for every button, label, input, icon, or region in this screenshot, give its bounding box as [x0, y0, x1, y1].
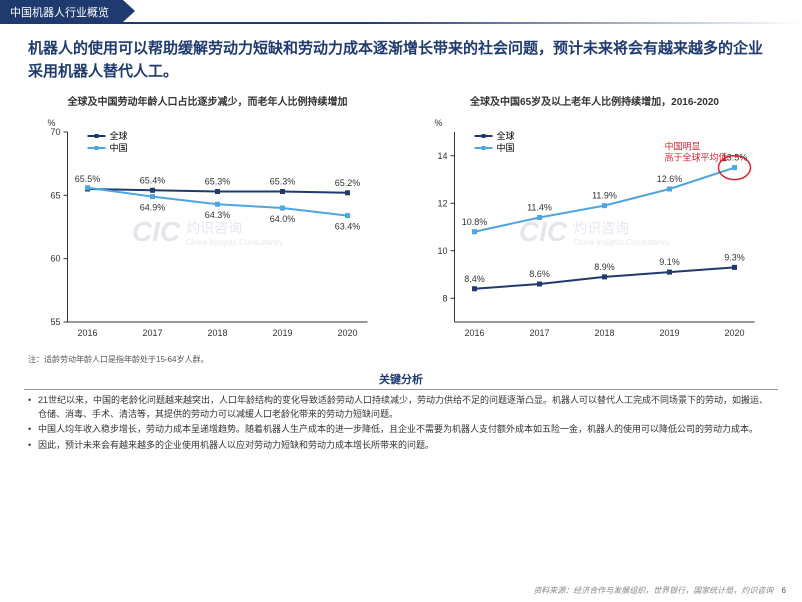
- svg-text:9.3%: 9.3%: [724, 252, 745, 262]
- svg-text:高于全球平均值: 高于全球平均值: [665, 152, 728, 163]
- svg-text:%: %: [435, 118, 443, 128]
- svg-text:8.9%: 8.9%: [594, 262, 615, 272]
- chart2-title: 全球及中国65岁及以上老年人比例持续增加，2016-2020: [411, 93, 778, 108]
- chart1-title: 全球及中国劳动年龄人口占比逐步减少，而老年人比例持续增加: [24, 93, 391, 108]
- chart1-note: 注：适龄劳动年龄人口是指年龄处于15-64岁人群。: [0, 354, 802, 365]
- chart-left: 全球及中国劳动年龄人口占比逐步减少，而老年人比例持续增加 CIC 灼识咨询 Ch…: [24, 93, 391, 352]
- svg-text:%: %: [48, 118, 56, 128]
- svg-text:2019: 2019: [272, 328, 292, 338]
- svg-text:8.4%: 8.4%: [464, 274, 485, 284]
- svg-text:65.5%: 65.5%: [75, 174, 101, 184]
- svg-text:65.3%: 65.3%: [270, 177, 296, 187]
- svg-text:2018: 2018: [594, 328, 614, 338]
- svg-text:全球: 全球: [110, 130, 128, 141]
- svg-text:55: 55: [50, 317, 60, 327]
- header-tab: 中国机器人行业概览: [0, 0, 123, 24]
- svg-text:65.4%: 65.4%: [140, 175, 166, 185]
- svg-text:2018: 2018: [207, 328, 227, 338]
- svg-text:2019: 2019: [659, 328, 679, 338]
- page-title: 机器人的使用可以帮助缓解劳动力短缺和劳动力成本逐渐增长带来的社会问题，预计未来将…: [0, 24, 802, 93]
- analysis-item: 21世纪以来，中国的老龄化问题越来越突出，人口年龄结构的变化导致适龄劳动人口持续…: [28, 394, 774, 421]
- source: 资料来源：经济合作与发展组织，世界银行，国家统计局，灼识咨询: [533, 586, 773, 595]
- svg-text:中国明显: 中国明显: [665, 141, 701, 152]
- page-number: 6: [782, 586, 786, 595]
- svg-text:中国: 中国: [497, 142, 515, 153]
- analysis-list: 21世纪以来，中国的老龄化问题越来越突出，人口年龄结构的变化导致适龄劳动人口持续…: [0, 394, 802, 452]
- analysis-item: 因此，预计未来会有越来越多的企业使用机器人以应对劳动力短缺和劳动力成本增长所带来…: [28, 439, 774, 453]
- header: 中国机器人行业概览: [0, 0, 802, 24]
- chart1-svg: 55 60 65 70% 2016 2017 2018 2019 2020 全球中国 65.5% 65…: [24, 112, 391, 352]
- svg-text:11.9%: 11.9%: [592, 191, 617, 201]
- svg-text:12: 12: [437, 198, 447, 208]
- svg-text:2016: 2016: [77, 328, 97, 338]
- svg-text:64.3%: 64.3%: [205, 210, 231, 220]
- footer: 资料来源：经济合作与发展组织，世界银行，国家统计局，灼识咨询 6: [533, 585, 786, 596]
- analysis-header: 关键分析: [24, 371, 778, 390]
- chart-right: 全球及中国65岁及以上老年人比例持续增加，2016-2020 CIC 灼识咨询 …: [411, 93, 778, 352]
- svg-text:2020: 2020: [337, 328, 357, 338]
- svg-text:63.4%: 63.4%: [335, 222, 361, 232]
- header-line: [0, 22, 802, 24]
- svg-text:65: 65: [50, 190, 60, 200]
- svg-text:8: 8: [442, 293, 447, 303]
- svg-text:2020: 2020: [724, 328, 744, 338]
- svg-text:65.2%: 65.2%: [335, 178, 361, 188]
- svg-text:2017: 2017: [142, 328, 162, 338]
- svg-text:70: 70: [50, 127, 60, 137]
- svg-text:64.9%: 64.9%: [140, 203, 166, 213]
- svg-text:65.3%: 65.3%: [205, 177, 231, 187]
- svg-text:中国: 中国: [110, 142, 128, 153]
- chart2-svg: 8 10 12 14% 2016 2017 2018 2019 2020 全球中国 8.4% 8.6%…: [411, 112, 778, 352]
- analysis-item: 中国人均年收入稳步增长，劳动力成本呈递增趋势。随着机器人生产成本的进一步降低，且…: [28, 423, 774, 437]
- svg-text:2016: 2016: [464, 328, 484, 338]
- svg-text:全球: 全球: [497, 130, 515, 141]
- svg-text:8.6%: 8.6%: [529, 269, 550, 279]
- svg-text:9.1%: 9.1%: [659, 257, 680, 267]
- svg-text:14: 14: [437, 151, 447, 161]
- svg-text:11.4%: 11.4%: [527, 203, 552, 213]
- svg-text:10: 10: [437, 246, 447, 256]
- svg-text:10.8%: 10.8%: [462, 217, 488, 227]
- svg-text:2017: 2017: [529, 328, 549, 338]
- svg-text:12.6%: 12.6%: [657, 174, 683, 184]
- svg-text:60: 60: [50, 254, 60, 264]
- svg-text:64.0%: 64.0%: [270, 214, 296, 224]
